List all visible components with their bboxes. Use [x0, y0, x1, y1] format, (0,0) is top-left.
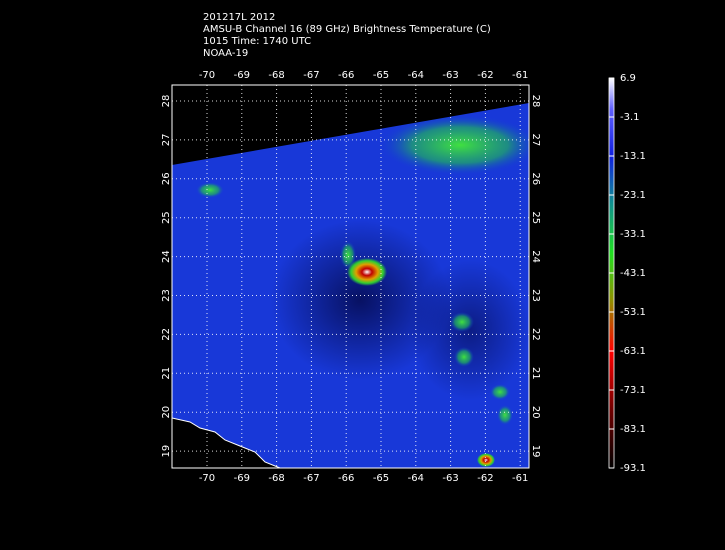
lon-label: -67: [303, 473, 319, 484]
lon-label: -61: [512, 473, 528, 484]
header-line: NOAA-19: [203, 48, 248, 59]
lon-label: -70: [199, 70, 215, 81]
header-line: AMSU-B Channel 16 (89 GHz) Brightness Te…: [203, 24, 491, 35]
lon-label: -62: [477, 473, 493, 484]
colorbar-label: -43.1: [620, 268, 646, 279]
lat-label: 24: [161, 250, 172, 263]
cloud: [490, 384, 510, 400]
lat-label: 20: [161, 406, 172, 419]
lon-label: -65: [373, 473, 389, 484]
lat-label: 21: [161, 367, 172, 380]
colorbar-label: -93.1: [620, 463, 646, 474]
lon-label: -65: [373, 70, 389, 81]
colorbar-label: -13.1: [620, 151, 646, 162]
lat-label: 28: [530, 95, 541, 108]
lat-label: 27: [530, 134, 541, 147]
colorbar-label: -83.1: [620, 424, 646, 435]
lon-label: -61: [512, 70, 528, 81]
lat-label: 24: [530, 250, 541, 263]
lat-label: 20: [530, 406, 541, 419]
lon-label: -64: [408, 70, 424, 81]
lat-label: 26: [530, 172, 541, 185]
lon-label: -68: [268, 70, 284, 81]
lon-label: -69: [234, 70, 250, 81]
lat-label: 25: [161, 211, 172, 224]
lat-label: 22: [161, 328, 172, 341]
lat-label: 22: [530, 328, 541, 341]
lat-label: 23: [530, 289, 541, 302]
dark-region: [410, 260, 529, 400]
colorbar-label: -53.1: [620, 307, 646, 318]
lat-label: 21: [530, 367, 541, 380]
lon-label: -68: [268, 473, 284, 484]
lon-label: -63: [442, 473, 458, 484]
lon-label: -69: [234, 473, 250, 484]
no-data-region: [172, 85, 529, 165]
lon-label: -66: [338, 473, 354, 484]
lon-label: -64: [408, 473, 424, 484]
header-line: 1015 Time: 1740 UTC: [203, 36, 311, 47]
lat-label: 19: [161, 445, 172, 458]
map-image: [172, 85, 529, 468]
dark-region: [270, 220, 450, 380]
map-frame: [171, 84, 530, 469]
colorbar-label: -23.1: [620, 190, 646, 201]
lon-label: -66: [338, 70, 354, 81]
cloud: [196, 182, 224, 198]
colorbar-label: -63.1: [620, 346, 646, 357]
cloud: [454, 347, 474, 367]
colorbar-label: -3.1: [620, 112, 640, 123]
colorbar-label: -33.1: [620, 229, 646, 240]
cloud: [450, 312, 474, 332]
lon-label: -63: [442, 70, 458, 81]
coastline: [172, 417, 281, 468]
lat-label: 25: [530, 211, 541, 224]
cloud-band: [380, 115, 529, 175]
convective-core: [477, 453, 495, 467]
lon-label: -70: [199, 473, 215, 484]
lat-label: 27: [161, 134, 172, 147]
lat-label: 19: [530, 445, 541, 458]
convective-core: [347, 258, 387, 286]
lon-label: -62: [477, 70, 493, 81]
lat-label: 28: [161, 95, 172, 108]
header-line: 201217L 2012: [203, 12, 275, 23]
cloud: [497, 405, 513, 425]
colorbar-label: 6.9: [620, 73, 636, 84]
lat-label: 23: [161, 289, 172, 302]
colorbar-label: -73.1: [620, 385, 646, 396]
lon-label: -67: [303, 70, 319, 81]
cloud: [340, 241, 356, 269]
lat-label: 26: [161, 172, 172, 185]
